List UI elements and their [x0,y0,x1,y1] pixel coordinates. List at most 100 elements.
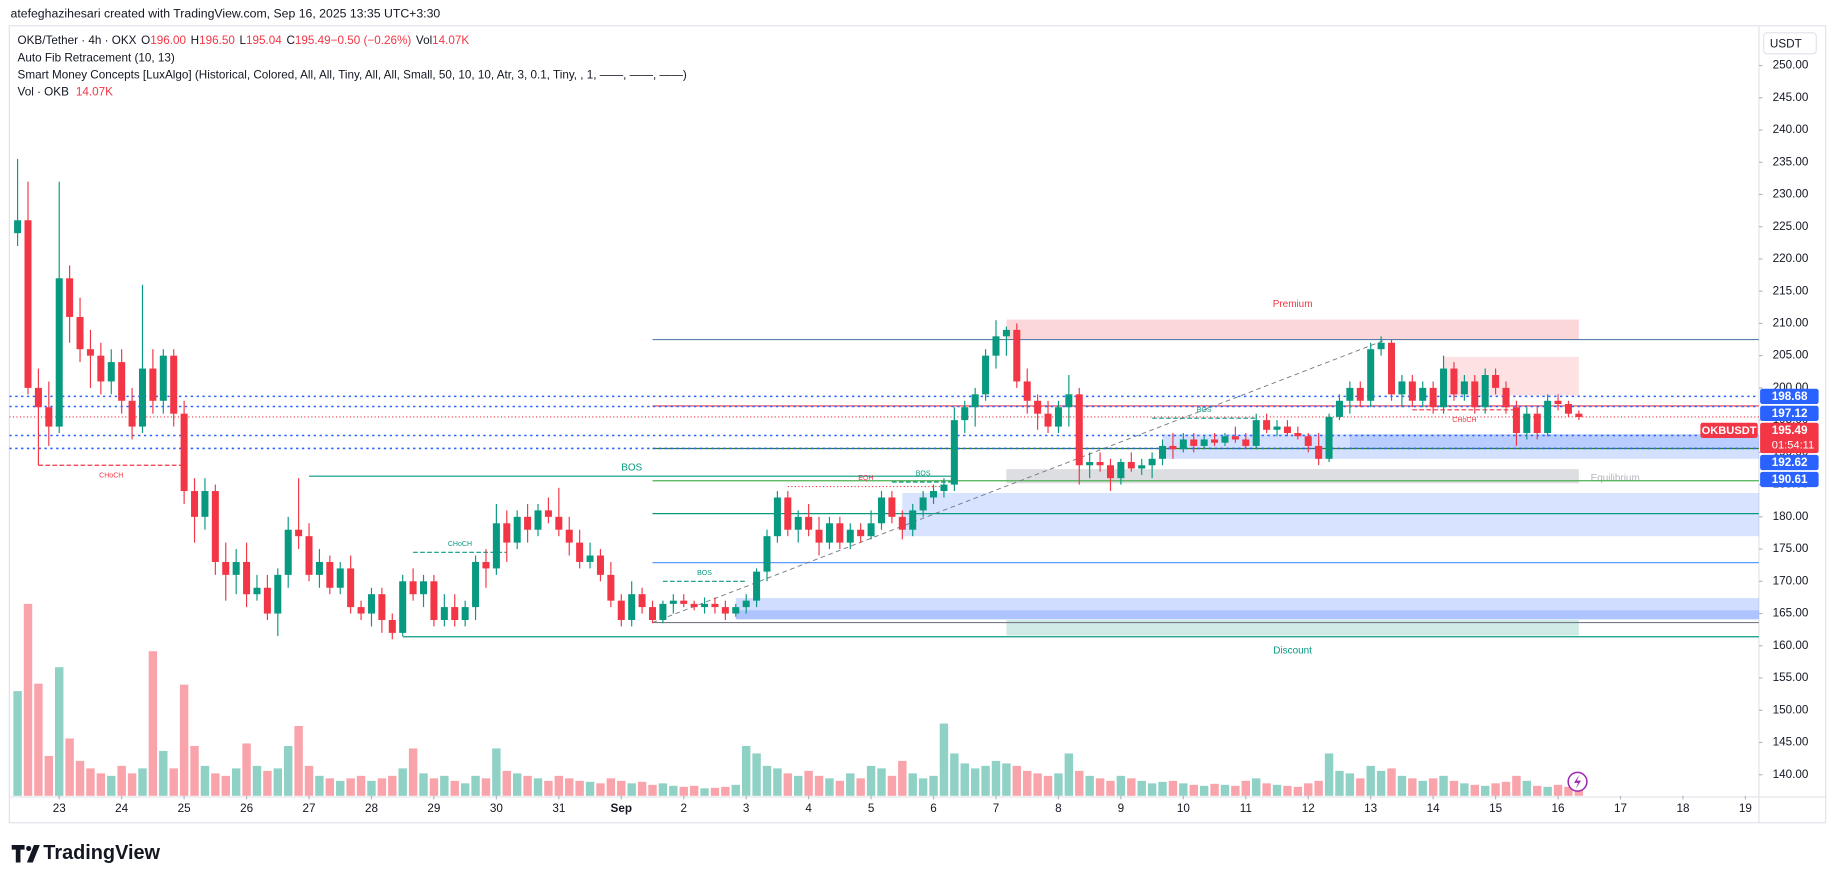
x-tick-label: 19 [1739,802,1752,815]
candle-body [24,220,32,388]
volume-bar [877,768,886,796]
volume-bar [783,773,793,796]
legend-value: 196.00 [150,34,186,47]
y-tick-label: 235.00 [1773,155,1809,168]
candle-body [1211,439,1219,443]
volume-bar [1002,763,1011,796]
volume-bar [1293,786,1303,796]
price-badge [1760,471,1819,488]
candles [14,159,1583,640]
price-badge [1760,422,1819,454]
volume-bar [1366,765,1375,796]
x-tick-label: 6 [930,802,937,815]
volume-bar [1501,781,1511,796]
volume-bar [1324,753,1334,796]
volume-bar [825,778,834,796]
volume-bar [1231,785,1240,796]
x-tick-label: 14 [1427,802,1440,815]
candle-body [1065,394,1073,408]
volume-bar [689,785,699,796]
candle-body [617,600,625,620]
symbol-tag-label: OKBUSDT [1702,425,1757,437]
volume-bar [814,775,824,796]
volume-bar [648,784,657,796]
volume-bar [1439,775,1448,796]
volume-bar [575,780,584,796]
candle-body [940,484,948,492]
fib-anchor [652,339,1387,624]
x-tick-label: 5 [868,802,875,815]
price-badge-label: 197.12 [1772,407,1808,420]
candle-body [794,516,802,530]
candle-body [170,355,178,414]
replay-icon[interactable] [1567,771,1588,792]
candle-body [898,516,906,530]
header: atefeghazihesari created with TradingVie… [11,6,441,20]
x-tick-label: 27 [303,802,316,815]
volume-bar [762,765,772,796]
volume-bar [1553,784,1563,796]
volume-bar [1356,778,1365,796]
volume-bar [377,778,387,796]
candle-body [742,600,750,608]
y-tick-label: 230.00 [1773,188,1809,201]
candle-body [1263,420,1271,430]
candle-body [243,561,251,595]
volume-bar [86,768,95,796]
volume-bar [1137,780,1146,796]
x-tick-label: 31 [552,802,565,815]
y-tick-label: 225.00 [1773,220,1809,233]
volume-bar [96,773,106,796]
candle-body [1367,349,1375,401]
candle-body [305,536,313,575]
candle-body [1034,400,1042,414]
levels: CHoCH BOS CHoCH BOS EQH BOS BOS CHoCH [9,338,1759,638]
legend-value: 195.49 [295,34,331,47]
volume-bar [856,778,865,796]
volume-bar [1095,778,1105,796]
volume-bar [835,780,845,796]
volume-bar [190,745,199,796]
volume-bar [544,780,553,796]
volume-bar [1397,775,1407,796]
candle-body [1575,413,1583,417]
volume-bar [1512,775,1521,796]
candle-body [888,497,896,517]
symbol-tag [1700,422,1758,438]
volume-bar [356,775,366,796]
volume-bar [1345,773,1355,796]
volume-bar [721,786,730,796]
volume-bar [741,745,751,796]
candle-body [1221,436,1229,443]
candle-body [732,607,740,614]
y-tick-label: 165.00 [1773,607,1809,620]
candle-body [1377,342,1385,350]
candle-body [763,536,771,572]
y-tick-label: 245.00 [1773,91,1809,104]
volume-bar [1543,786,1552,796]
y-tick-label: 220.00 [1773,252,1809,265]
volume-bar [481,778,491,796]
candle-body [576,542,584,562]
structure-label: CHoCH [448,541,472,548]
candle-body [128,400,136,427]
candle-body [1387,342,1396,395]
candle-body [1523,413,1531,434]
volume-bar [710,787,720,796]
candle-body [1419,387,1427,401]
price-badge-label: 190.61 [1772,473,1808,486]
volume-bar [804,770,813,796]
zones: Premium Equilibrium Discount [735,299,1759,656]
candle-body [1148,458,1156,466]
candle-body [461,607,469,620]
brand: TradingView [43,842,160,864]
currency: USDT [1770,38,1802,51]
volume-bar [23,603,33,796]
candle-body [1013,329,1021,382]
candle-body [1429,387,1437,408]
volume-bar [346,778,355,796]
volume-bar [1189,784,1198,796]
x-tick-label: 16 [1552,802,1565,815]
currency-box[interactable] [1763,32,1817,55]
candle-body [1564,404,1572,414]
